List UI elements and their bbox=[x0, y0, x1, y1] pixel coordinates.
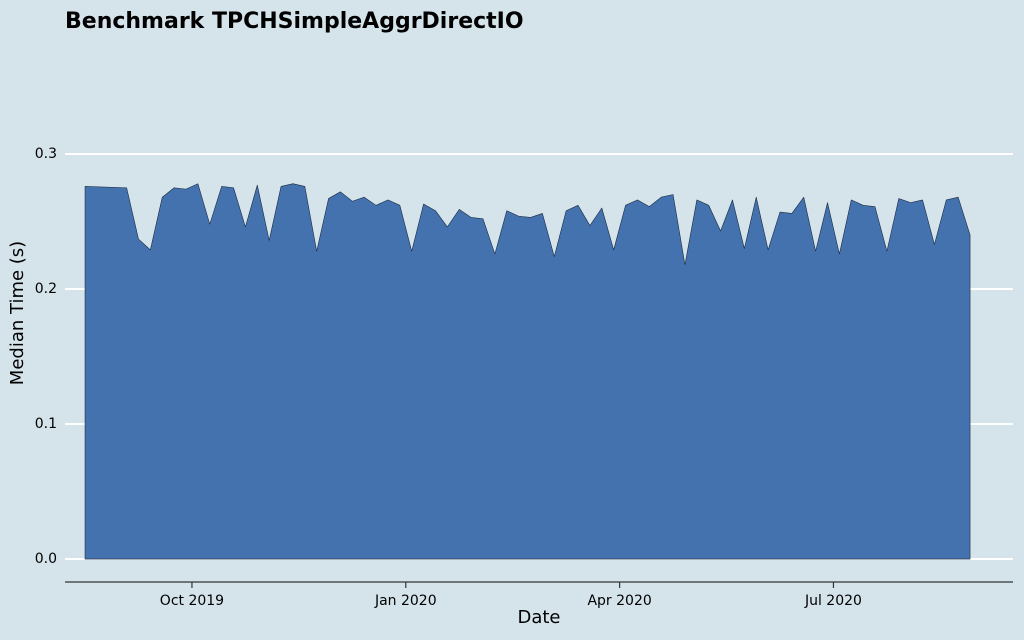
x-tick-label: Jan 2020 bbox=[374, 593, 437, 609]
y-tick-label: 0.2 bbox=[35, 281, 57, 297]
y-tick-label: 0.3 bbox=[35, 146, 57, 162]
chart-title: Benchmark TPCHSimpleAggrDirectIO bbox=[65, 9, 524, 34]
x-tick-label: Apr 2020 bbox=[587, 593, 651, 609]
y-tick-label: 0.1 bbox=[35, 416, 57, 432]
x-tick-label: Oct 2019 bbox=[160, 593, 224, 609]
y-axis-label: Median Time (s) bbox=[7, 241, 28, 385]
area bbox=[84, 183, 971, 560]
y-tick-label: 0.0 bbox=[35, 551, 57, 567]
x-axis-label: Date bbox=[517, 607, 560, 628]
x-tick-label: Jul 2020 bbox=[804, 593, 862, 609]
